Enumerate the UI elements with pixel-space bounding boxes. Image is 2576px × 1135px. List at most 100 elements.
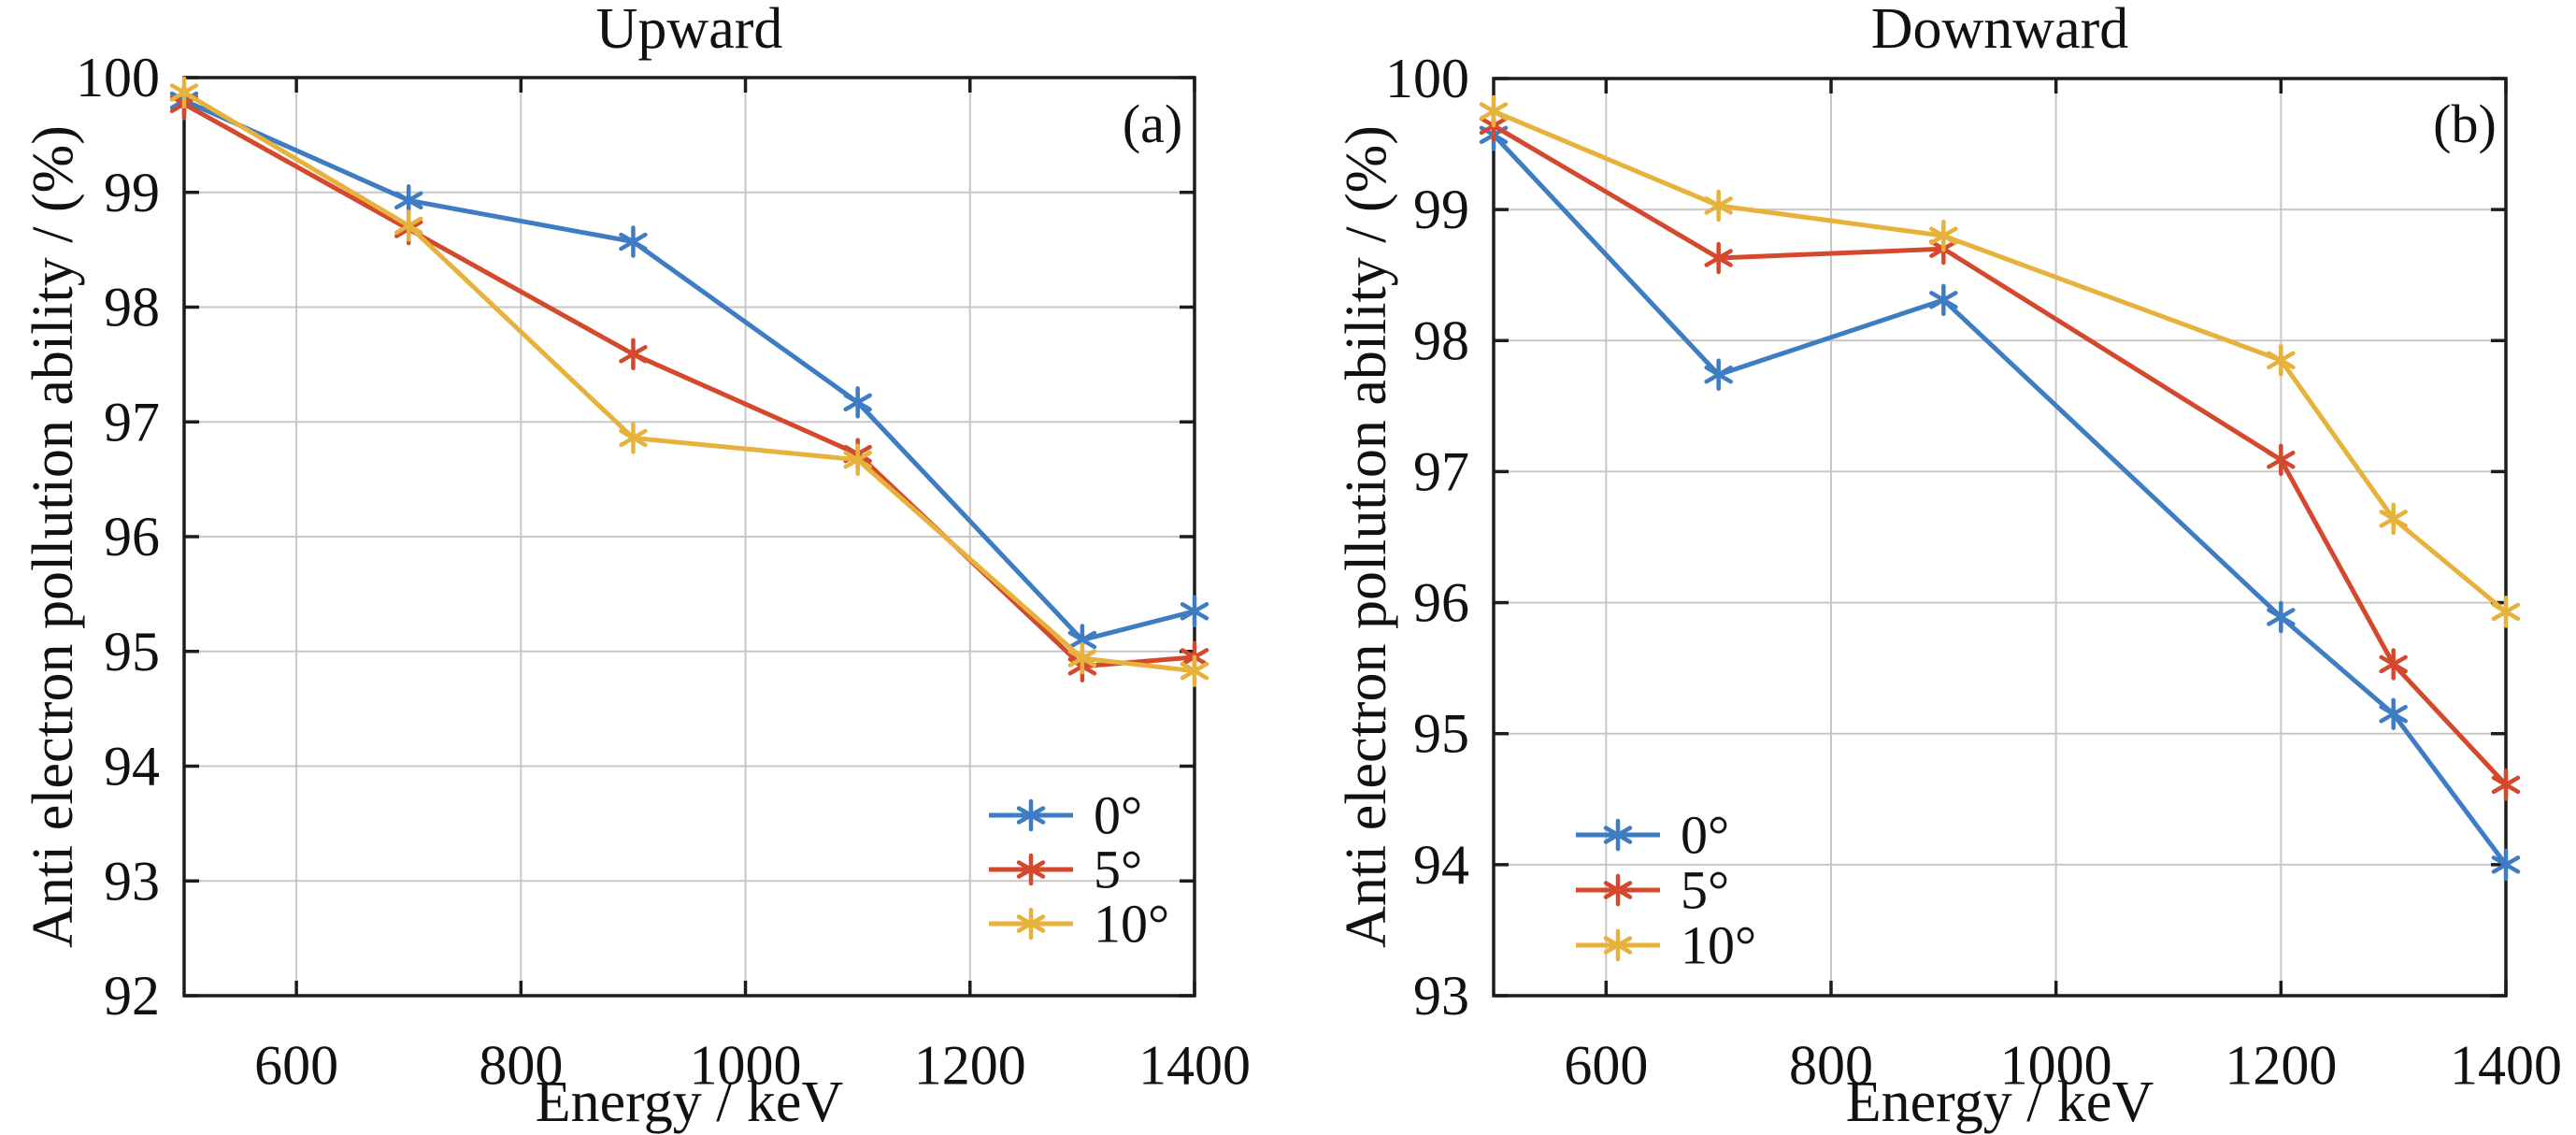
data-point-marker xyxy=(619,225,648,258)
legend-label: 0° xyxy=(1094,785,1142,846)
marker-arm xyxy=(619,428,648,448)
marker-arm xyxy=(1704,196,1733,215)
data-point-marker xyxy=(169,76,199,109)
marker-arm xyxy=(1603,881,1633,899)
chart-title-upward: Upward xyxy=(595,0,783,61)
data-point-marker xyxy=(1180,654,1209,687)
marker-arm xyxy=(1603,936,1633,955)
marker-arm xyxy=(169,83,199,102)
marker-arm xyxy=(619,345,648,364)
x-axis-label-downward: Energy / keV xyxy=(1845,1070,2154,1134)
x-tick-label: 1000 xyxy=(2000,1034,2112,1096)
y-tick-label: 98 xyxy=(104,277,160,338)
marker-arm xyxy=(1180,661,1209,681)
marker-arm xyxy=(1180,602,1209,621)
x-tick-label: 1400 xyxy=(1138,1034,1251,1096)
data-point-marker xyxy=(2267,443,2296,477)
data-point-marker xyxy=(619,422,648,454)
marker-arm xyxy=(1929,226,1958,245)
y-tick-label: 96 xyxy=(1413,572,1469,634)
marker-arm xyxy=(394,216,423,236)
x-tick-label: 600 xyxy=(254,1034,338,1096)
y-axis-label-downward: Anti electron pollution ability / (%) xyxy=(1335,125,1398,948)
series-line-2 xyxy=(182,90,1195,674)
marker-arm xyxy=(1603,826,1633,844)
data-point-marker xyxy=(1067,641,1097,675)
y-tick-label: 95 xyxy=(104,621,160,682)
data-point-marker xyxy=(1180,595,1209,628)
chart-title-downward: Downward xyxy=(1870,0,2129,61)
series-line-1 xyxy=(1492,123,2508,787)
marker-arm xyxy=(1479,102,1509,121)
data-point-marker xyxy=(1704,189,1733,223)
data-point-marker xyxy=(1603,873,1633,907)
y-tick-label: 98 xyxy=(1413,309,1469,371)
data-point-marker xyxy=(1929,219,1958,252)
y-tick-label: 95 xyxy=(1413,703,1469,765)
data-point-marker xyxy=(2379,648,2408,681)
marker-arm xyxy=(2267,351,2296,370)
marker-arm xyxy=(1016,914,1046,933)
axes-box xyxy=(1492,77,2508,998)
data-point-marker xyxy=(1016,907,1046,941)
data-point-marker xyxy=(2491,848,2521,882)
panel-label-b: (b) xyxy=(2433,93,2497,154)
y-tick-label: 94 xyxy=(104,736,160,797)
data-point-marker xyxy=(2379,697,2408,730)
data-point-marker xyxy=(2491,596,2521,628)
marker-arm xyxy=(1704,365,1733,384)
data-point-marker xyxy=(2267,344,2296,377)
data-point-marker xyxy=(2379,502,2408,536)
x-tick-label: 1200 xyxy=(2225,1034,2337,1096)
x-axis-label-upward: Energy / keV xyxy=(535,1070,844,1134)
x-tick-label: 800 xyxy=(479,1034,563,1096)
data-point-marker xyxy=(619,338,648,371)
y-tick-label: 99 xyxy=(1413,179,1469,240)
series-line-0 xyxy=(1492,133,2509,867)
marker-arm xyxy=(1067,649,1097,668)
data-point-marker xyxy=(1479,94,1509,128)
y-tick-label: 93 xyxy=(1413,965,1469,1027)
data-point-marker xyxy=(1016,853,1046,886)
marker-arm xyxy=(1929,291,1958,309)
data-point-marker xyxy=(1603,928,1633,962)
marker-arm xyxy=(1704,249,1733,267)
data-point-marker xyxy=(2491,769,2521,801)
marker-arm xyxy=(2379,704,2408,724)
marker-arm xyxy=(1016,860,1046,879)
y-tick-label: 92 xyxy=(104,965,160,1027)
marker-arm xyxy=(619,232,648,251)
marker-arm xyxy=(2267,451,2296,469)
y-tick-label: 94 xyxy=(1413,834,1469,896)
x-tick-label: 1400 xyxy=(2450,1034,2562,1096)
data-point-marker xyxy=(394,209,423,242)
marker-arm xyxy=(2379,654,2408,674)
x-tick-label: 800 xyxy=(1789,1034,1873,1096)
data-point-marker xyxy=(843,386,872,419)
data-point-marker xyxy=(2267,600,2296,634)
y-tick-label: 96 xyxy=(104,506,160,568)
y-tick-label: 100 xyxy=(76,47,160,108)
y-axis-label-upward: Anti electron pollution ability / (%) xyxy=(21,125,85,948)
y-tick-label: 93 xyxy=(104,850,160,912)
marker-arm xyxy=(2491,775,2521,795)
data-point-marker xyxy=(843,443,872,477)
marker-arm xyxy=(2491,602,2521,622)
panel-label-a: (a) xyxy=(1122,93,1183,154)
marker-arm xyxy=(843,451,872,469)
marker-arm xyxy=(2491,855,2521,874)
data-point-marker xyxy=(1704,358,1733,391)
data-point-marker xyxy=(1704,241,1733,275)
legend-label: 5° xyxy=(1094,840,1142,900)
marker-arm xyxy=(843,393,872,412)
series-line-1 xyxy=(182,102,1195,669)
legend-label: 0° xyxy=(1681,805,1729,866)
y-tick-label: 100 xyxy=(1385,48,1469,109)
series-line-2 xyxy=(1493,108,2508,614)
legend-label: 10° xyxy=(1681,915,1756,976)
marker-arm xyxy=(2267,608,2296,626)
marker-arm xyxy=(1016,806,1046,825)
x-tick-label: 600 xyxy=(1564,1034,1648,1096)
